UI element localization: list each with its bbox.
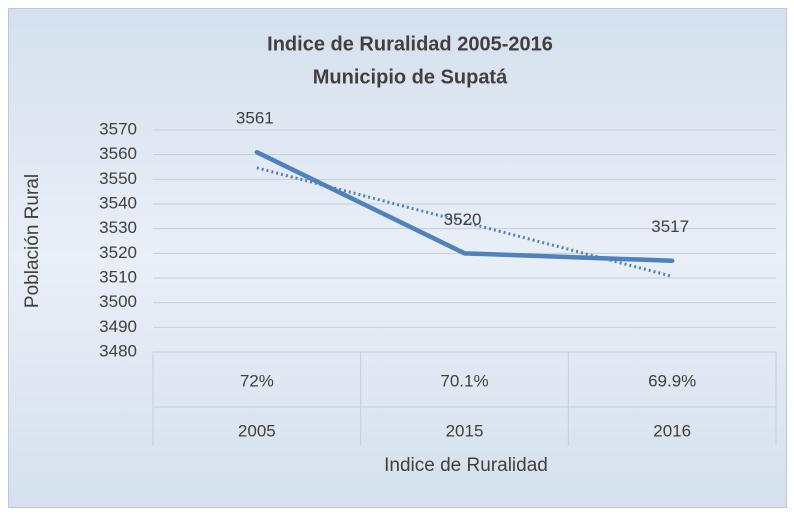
y-tick-label: 3550: [99, 169, 137, 188]
y-tick-label: 3480: [99, 341, 137, 360]
y-tick-label: 3560: [99, 144, 137, 163]
y-tick-label: 3540: [99, 193, 137, 212]
data-label: 3517: [651, 217, 689, 236]
y-axis-title: Población Rural: [22, 174, 43, 308]
category-sublabel: 72%: [240, 371, 274, 390]
data-label: 3561: [236, 109, 274, 128]
chart-subtitle: Municipio de Supatá: [313, 66, 508, 88]
y-tick-label: 3570: [99, 119, 137, 138]
y-tick-label: 3520: [99, 243, 137, 262]
data-line: [254, 149, 675, 263]
category-sublabel: 69.9%: [648, 371, 696, 390]
data-label: 3520: [444, 210, 482, 229]
x-tick-label: 2016: [653, 421, 691, 440]
y-tick-label: 3530: [99, 218, 137, 237]
y-tick-label: 3490: [99, 317, 137, 336]
x-axis-title: Indice de Ruralidad: [384, 455, 548, 476]
y-tick-label: 3500: [99, 292, 137, 311]
chart-title: Indice de Ruralidad 2005-2016: [267, 33, 553, 55]
category-sublabel: 70.1%: [440, 371, 488, 390]
x-tick-label: 2015: [446, 421, 484, 440]
x-tick-label: 2005: [238, 421, 276, 440]
y-tick-label: 3510: [99, 267, 137, 286]
